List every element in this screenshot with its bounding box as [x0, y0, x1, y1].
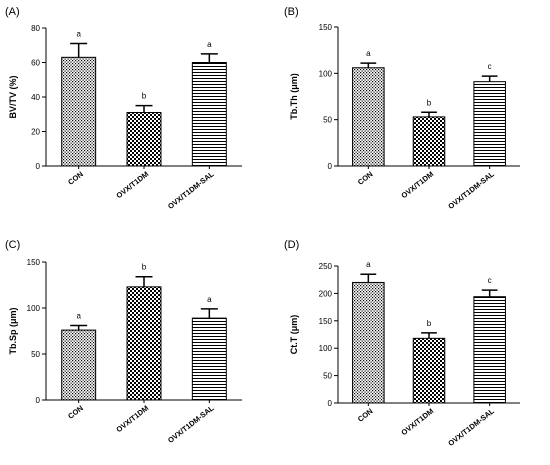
y-tick-label: 100 — [27, 304, 41, 313]
y-axis-label: Ct.T (μm) — [289, 315, 299, 355]
significance-label-ovx-t1dm: b — [427, 319, 432, 328]
x-category-label: CON — [66, 169, 85, 186]
y-axis-label: Tb.Th (μm) — [289, 73, 299, 120]
y-tick-label: 150 — [27, 258, 41, 267]
panel-label-b: (B) — [284, 6, 299, 18]
x-category-label: OVX/T1DM — [399, 169, 435, 200]
y-tick-label: 60 — [31, 59, 40, 68]
y-axis-label: Tb.Sp (μm) — [8, 307, 18, 354]
bar-ovx-t1dm-sal — [191, 62, 227, 167]
bar-ovx-t1dm-sal — [473, 296, 506, 404]
significance-label-ovx-t1dm-sal: a — [207, 40, 212, 49]
y-tick-label: 0 — [328, 399, 333, 408]
significance-label-con: a — [76, 311, 81, 320]
bar-ovx-t1dm-sal — [473, 81, 506, 167]
panel-a: (A) BV/TV (%) 0 20 40 60 80 a CON b OVX/T1DM a OVX/T… — [5, 6, 242, 211]
y-tick-label: 80 — [31, 24, 40, 33]
y-tick-label: 50 — [323, 372, 332, 381]
bar-ovx-t1dm-sal — [191, 317, 227, 401]
significance-label-ovx-t1dm: b — [427, 98, 432, 107]
bar-con — [61, 56, 97, 167]
significance-label-ovx-t1dm: b — [142, 92, 147, 101]
x-category-label: CON — [356, 169, 375, 186]
y-axis-label: BV/TV (%) — [8, 75, 18, 118]
significance-label-con: a — [366, 49, 371, 58]
x-category-label: CON — [356, 406, 375, 423]
panel-c: (C) Tb.Sp (μm) 0 50 100 150 a CON b OVX/T1DM a OVX/… — [5, 239, 242, 445]
bar-con — [61, 329, 97, 401]
x-category-label: OVX/T1DM-SAL — [446, 406, 496, 448]
y-tick-label: 100 — [319, 344, 333, 353]
panel-label-a: (A) — [5, 6, 20, 18]
significance-label-ovx-t1dm: b — [142, 263, 147, 272]
panel-label-d: (D) — [284, 239, 299, 251]
x-category-label: OVX/T1DM — [114, 403, 150, 434]
y-tick-label: 0 — [36, 162, 41, 171]
x-category-label: CON — [66, 403, 85, 420]
x-category-label: OVX/T1DM-SAL — [166, 169, 216, 211]
bar-ovx-t1dm — [412, 337, 446, 404]
y-tick-label: 0 — [328, 162, 333, 171]
y-tick-label: 100 — [319, 69, 333, 78]
y-tick-label: 20 — [31, 128, 40, 137]
y-tick-label: 150 — [319, 23, 333, 32]
bar-con — [352, 67, 385, 167]
significance-label-con: a — [76, 30, 81, 39]
significance-label-ovx-t1dm-sal: a — [207, 295, 212, 304]
panel-d: (D) Ct.T (μm) 0 50 100 150 200 250 a CON b OVX/T1DM… — [284, 239, 520, 448]
bar-ovx-t1dm — [126, 112, 162, 167]
y-tick-label: 50 — [31, 350, 40, 359]
y-tick-label: 200 — [319, 289, 333, 298]
x-category-label: OVX/T1DM — [114, 169, 150, 200]
y-tick-label: 150 — [319, 317, 333, 326]
x-category-label: OVX/T1DM — [399, 406, 435, 437]
significance-label-ovx-t1dm-sal: c — [488, 62, 492, 71]
panel-b: (B) Tb.Th (μm) 0 50 100 150 a CON b OVX/T1DM c OVX/… — [284, 6, 520, 211]
bar-con — [352, 281, 385, 404]
x-category-label: OVX/T1DM-SAL — [166, 403, 216, 445]
panel-label-c: (C) — [5, 239, 20, 251]
significance-label-con: a — [366, 260, 371, 269]
bar-ovx-t1dm — [412, 116, 446, 167]
y-tick-label: 250 — [319, 262, 333, 271]
y-tick-label: 50 — [323, 116, 332, 125]
y-tick-label: 0 — [36, 396, 41, 405]
significance-label-ovx-t1dm-sal: c — [488, 276, 492, 285]
bar-ovx-t1dm — [126, 286, 162, 401]
x-category-label: OVX/T1DM-SAL — [446, 169, 496, 211]
y-tick-label: 40 — [31, 93, 40, 102]
